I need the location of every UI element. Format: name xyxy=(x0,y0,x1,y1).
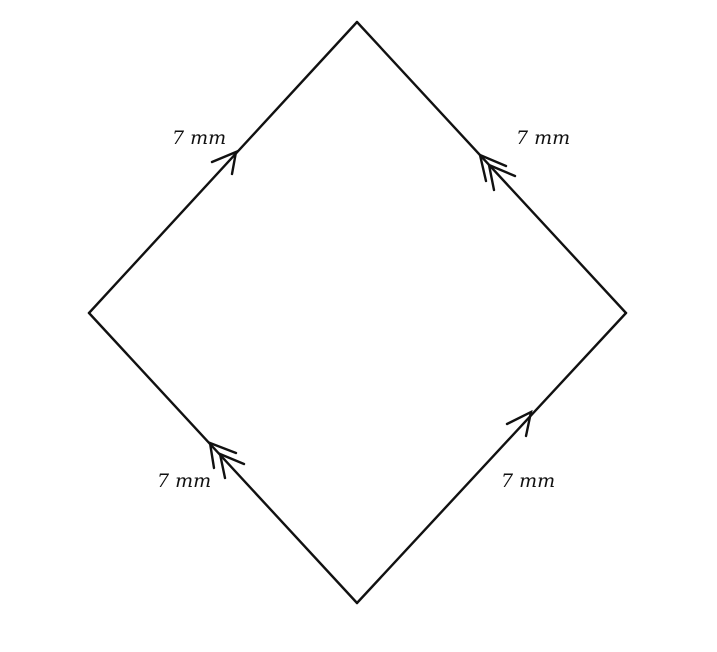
parallel-mark-top-right-1 xyxy=(478,152,508,183)
edge-top-right xyxy=(355,20,628,315)
edge-bottom-right xyxy=(355,311,628,605)
parallel-mark-bottom-left-2 xyxy=(218,452,246,480)
side-label-top-left: 7 mm xyxy=(172,127,226,149)
parallel-mark-top-right-2 xyxy=(487,163,517,192)
edge-top-left xyxy=(87,20,359,315)
side-labels: 7 mm 7 mm 7 mm 7 mm xyxy=(157,127,570,492)
side-label-bottom-left: 7 mm xyxy=(157,470,211,492)
parallel-mark-bottom-left-1 xyxy=(208,441,238,470)
parallel-mark-top-left xyxy=(210,150,238,176)
side-label-bottom-right: 7 mm xyxy=(501,470,555,492)
edge-bottom-left xyxy=(87,311,359,605)
side-label-top-right: 7 mm xyxy=(516,127,570,149)
parallel-marks xyxy=(208,150,533,480)
rhombus-outline xyxy=(87,20,628,605)
parallel-mark-bottom-right xyxy=(505,409,533,438)
